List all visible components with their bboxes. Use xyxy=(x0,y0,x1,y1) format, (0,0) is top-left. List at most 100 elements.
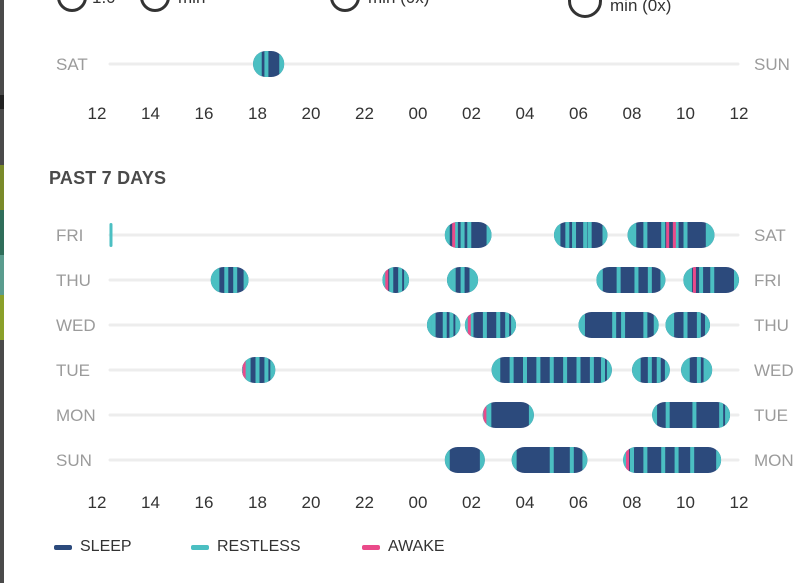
x-tick-label: 02 xyxy=(462,104,481,123)
awake-segment xyxy=(385,267,389,293)
restless-segment xyxy=(523,357,527,383)
restless-segment xyxy=(496,312,501,338)
restless-segment xyxy=(696,357,701,383)
awake-segment xyxy=(692,267,696,293)
previous-stats-row: 1.0 min min (0x) min (0x) xyxy=(0,0,812,20)
awake-segment xyxy=(242,357,246,383)
restless-segment xyxy=(716,447,722,473)
restless-segment xyxy=(674,222,679,248)
row-start-day-label: MON xyxy=(56,406,96,425)
x-tick-label: 04 xyxy=(516,104,535,123)
restless-segment xyxy=(479,447,485,473)
sleep-session xyxy=(681,357,713,383)
sleep-segment xyxy=(627,222,715,248)
restless-segment xyxy=(725,402,731,428)
sleep-session xyxy=(632,357,670,383)
sleep-session xyxy=(511,447,588,473)
restless-segment xyxy=(636,357,641,383)
legend-item-sleep: SLEEP xyxy=(54,538,132,556)
row-end-day-label: SUN xyxy=(754,55,790,74)
x-tick-label: 00 xyxy=(409,493,428,512)
row-start-day-label: SUN xyxy=(56,451,92,470)
session-segments xyxy=(652,402,731,428)
restless-segment xyxy=(643,447,648,473)
sleep-session xyxy=(491,357,612,383)
row-start-day-label: SAT xyxy=(56,55,88,74)
restless-segment xyxy=(469,312,474,338)
restless-segment xyxy=(719,402,724,428)
row-start-day-label: FRI xyxy=(56,226,83,245)
awake-segment xyxy=(666,222,670,248)
restless-segment xyxy=(382,267,388,293)
restless-segment xyxy=(583,222,588,248)
sleep-session xyxy=(652,402,731,428)
restless-segment xyxy=(683,267,689,293)
sleep-session xyxy=(253,51,285,77)
sleep-segment xyxy=(444,447,485,473)
awake-segment xyxy=(452,222,456,248)
x-tick-label: 20 xyxy=(302,493,321,512)
session-segments xyxy=(596,267,666,293)
session-segments xyxy=(665,312,711,338)
restless-segment xyxy=(598,267,603,293)
restless-segment xyxy=(473,267,479,293)
session-segments xyxy=(491,357,612,383)
restless-segment xyxy=(606,357,612,383)
restless-segment xyxy=(602,222,608,248)
sleep-segment xyxy=(652,402,731,428)
restless-segment xyxy=(549,447,554,473)
restless-segment xyxy=(576,357,581,383)
restless-segment xyxy=(710,267,715,293)
session-segments xyxy=(210,267,249,293)
restless-segment xyxy=(656,357,661,383)
restless-segment xyxy=(612,312,617,338)
legend-item-awake: AWAKE xyxy=(362,538,445,556)
sleep-session xyxy=(665,312,711,338)
restless-segment xyxy=(582,447,588,473)
row-start-day-label: TUE xyxy=(56,361,90,380)
restless-segment xyxy=(487,402,492,428)
stat-value-2: min xyxy=(178,0,205,8)
sleep-segment xyxy=(553,222,608,248)
restless-segment xyxy=(444,447,450,473)
restless-segment xyxy=(467,222,472,248)
legend-swatch-restless xyxy=(191,544,209,550)
section-title: PAST 7 DAYS xyxy=(49,168,167,188)
restless-segment xyxy=(264,51,269,77)
legend-swatch-sleep xyxy=(54,544,72,550)
row-end-day-label: WED xyxy=(754,361,794,380)
awake-segment xyxy=(672,222,676,248)
restless-segment xyxy=(511,447,517,473)
left-edge-lime-segment xyxy=(0,295,4,340)
restless-segment xyxy=(685,357,690,383)
restless-segment xyxy=(705,312,711,338)
x-tick-label: 08 xyxy=(623,493,642,512)
sleep-session xyxy=(623,447,722,473)
session-segments xyxy=(683,267,739,293)
awake-segment xyxy=(626,447,630,473)
restless-segment xyxy=(243,267,249,293)
stat-value-4: min (0x) xyxy=(610,0,672,15)
restless-segment xyxy=(696,312,701,338)
restless-segment xyxy=(580,312,585,338)
restless-segment xyxy=(451,267,456,293)
restless-segment xyxy=(665,312,671,338)
x-tick-label: 18 xyxy=(248,104,267,123)
restless-segment xyxy=(549,357,554,383)
restless-segment xyxy=(660,267,666,293)
sleep-segment xyxy=(511,447,588,473)
restless-segment xyxy=(563,357,568,383)
sleep-session xyxy=(578,312,659,338)
sleep-session xyxy=(683,267,739,293)
sleep-session xyxy=(210,267,249,293)
restless-segment xyxy=(511,312,517,338)
sleep-segment xyxy=(623,447,722,473)
restless-segment xyxy=(253,51,259,77)
restless-segment xyxy=(486,222,492,248)
restless-segment xyxy=(536,357,541,383)
row-end-day-label: TUE xyxy=(754,406,788,425)
session-segments xyxy=(578,312,659,338)
sleep-session xyxy=(627,222,715,248)
row-start-day-label: WED xyxy=(56,316,96,335)
session-segments xyxy=(253,51,285,77)
